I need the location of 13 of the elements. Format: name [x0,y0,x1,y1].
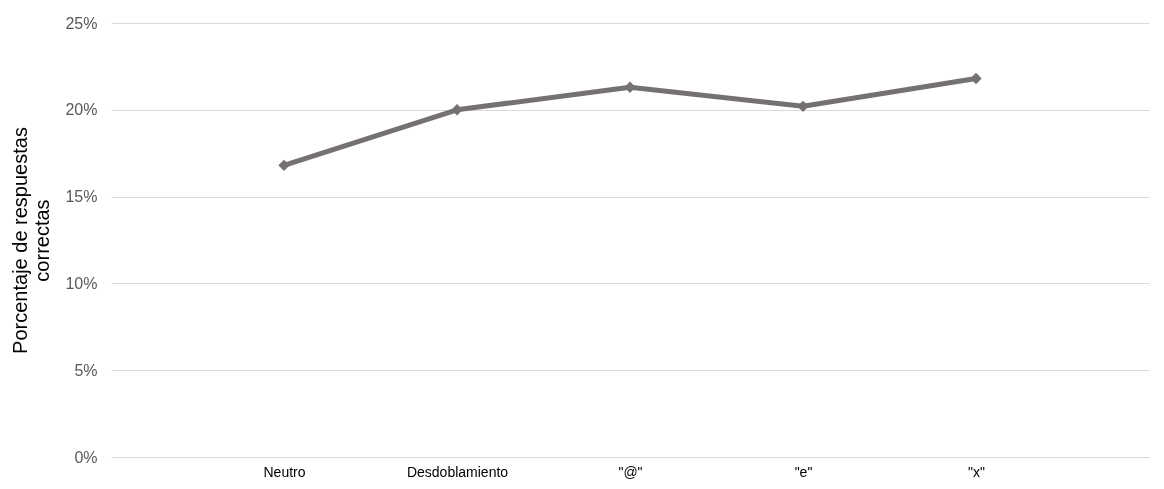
y-tick-label: 25% [65,14,98,32]
x-tick-label: "x" [968,463,985,480]
y-tick-label: 10% [65,274,98,292]
y-tick-label: 15% [65,188,98,206]
y-tick-label: 0% [74,448,98,466]
x-tick-label: Neutro [263,463,306,480]
y-tick-label: 20% [65,101,98,119]
x-tick-label: "@" [618,463,643,480]
x-tick-label: "e" [794,463,813,480]
x-tick-label: Desdoblamiento [406,463,509,480]
y-axis-title: Porcentaje de respuestas correctas [9,127,54,354]
y-tick-label: 5% [74,361,98,379]
point [278,159,290,172]
